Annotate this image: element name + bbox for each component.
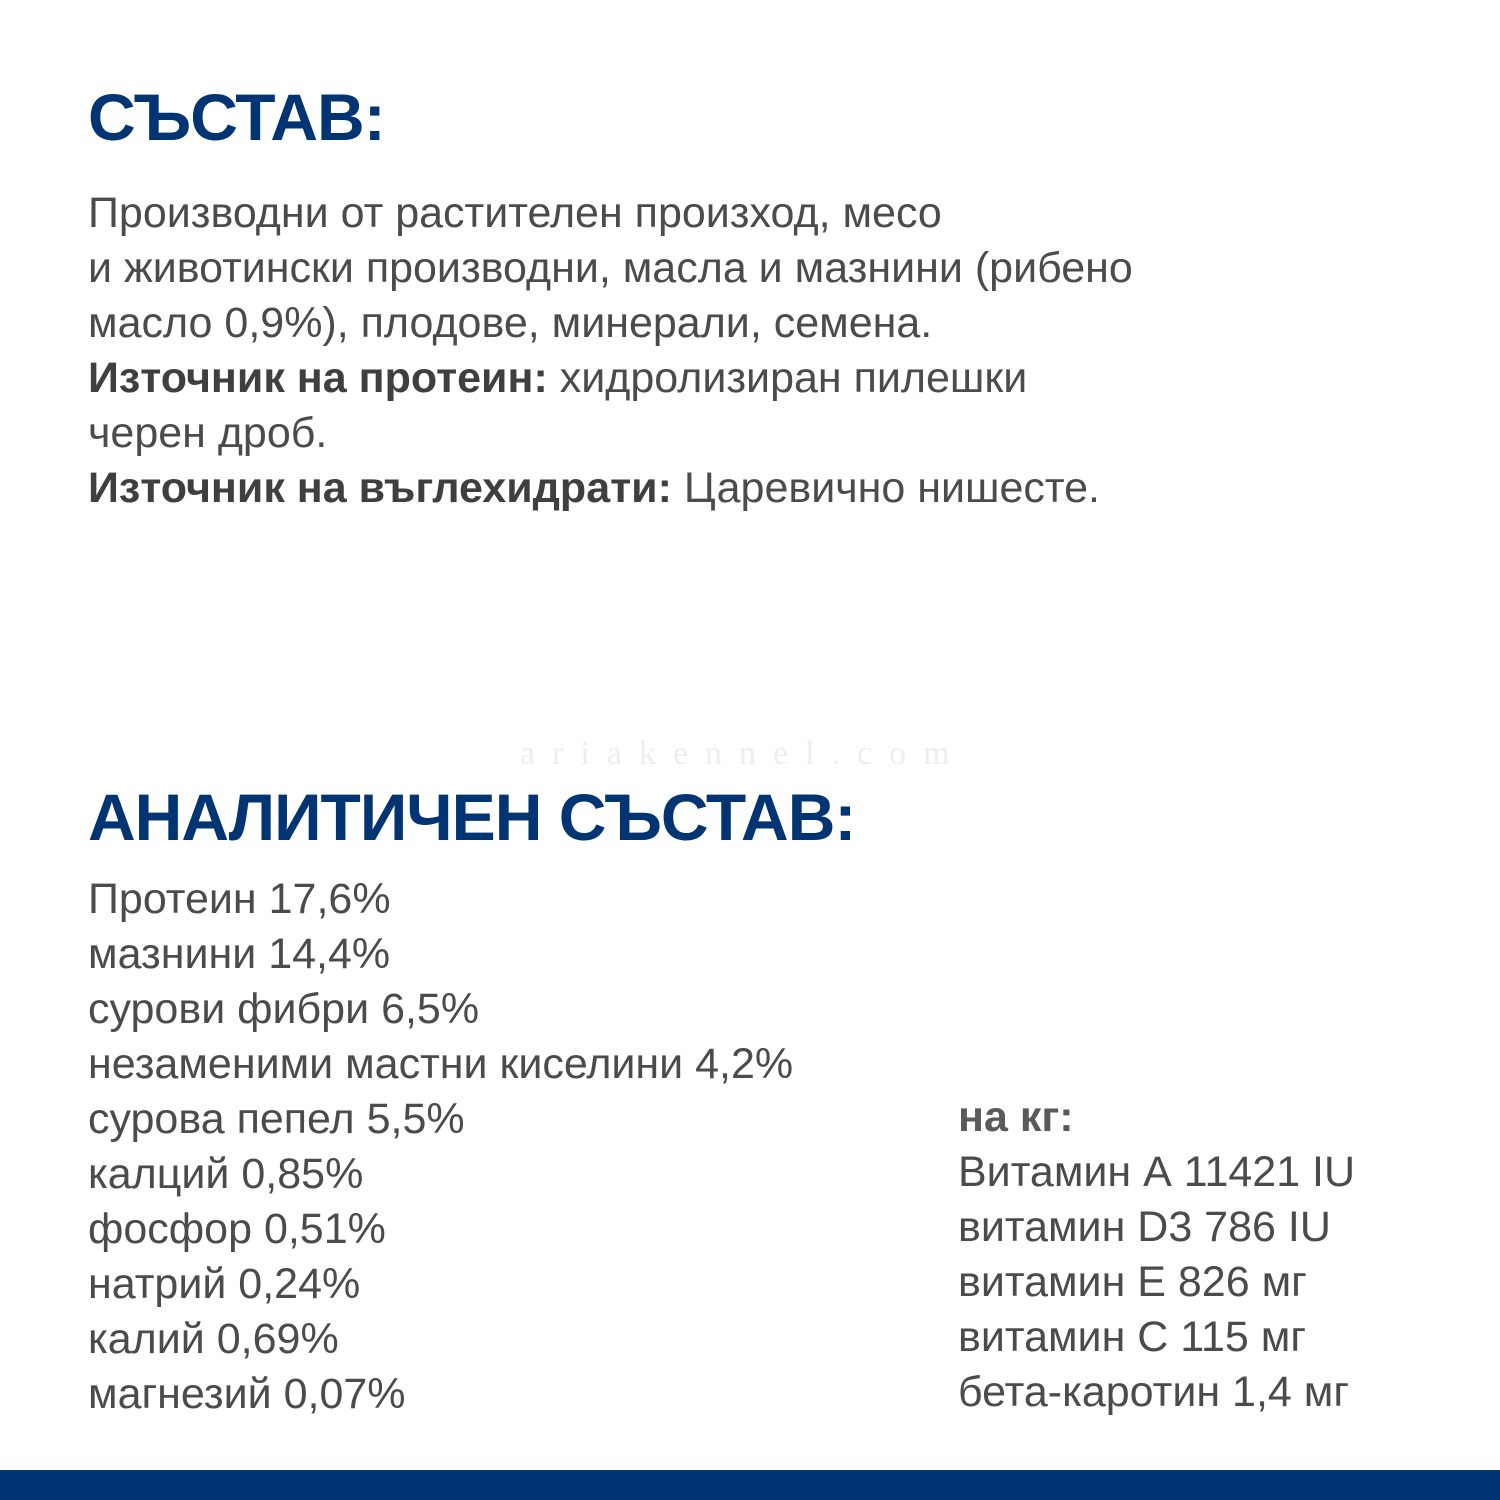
- footer-bar: [0, 1470, 1500, 1500]
- analytical-title: АНАЛИТИЧЕН СЪСТАВ:: [88, 780, 856, 854]
- per-kg-item: витамин Е 826 мг: [958, 1258, 1307, 1306]
- protein-source-cont: черен дроб.: [88, 409, 328, 457]
- per-kg-item: Витамин А 11421 IU: [958, 1148, 1356, 1196]
- composition-line: Производни от растителен произход, месо: [88, 189, 942, 237]
- per-kg-list: на кг: Витамин А 11421 IU витамин D3 786…: [958, 1090, 1355, 1420]
- per-kg-item: бета-каротин 1,4 мг: [958, 1368, 1350, 1416]
- protein-source-label: Източник на протеин:: [88, 354, 548, 402]
- analytical-item: фосфор 0,51%: [88, 1205, 386, 1253]
- protein-source: Източник на протеин: хидролизиран пилешк…: [88, 351, 1133, 406]
- analytical-list: Протеин 17,6% мазнини 14,4% сурови фибри…: [88, 872, 793, 1422]
- analytical-item: сурови фибри 6,5%: [88, 985, 480, 1033]
- composition-text: Производни от растителен произход, месо …: [88, 186, 1133, 516]
- analytical-item: магнезий 0,07%: [88, 1370, 406, 1418]
- composition-title: СЪСТАВ:: [88, 80, 386, 154]
- protein-source-value: хидролизиран пилешки: [547, 354, 1028, 402]
- analytical-item: натрий 0,24%: [88, 1260, 361, 1308]
- watermark: ariakennel.com: [520, 735, 967, 772]
- analytical-item: мазнини 14,4%: [88, 930, 391, 978]
- carb-source-value: Царевично нишесте.: [671, 464, 1101, 512]
- per-kg-title: на кг:: [958, 1093, 1074, 1141]
- carb-source: Източник на въглехидрати: Царевично нише…: [88, 461, 1133, 516]
- per-kg-item: витамин D3 786 IU: [958, 1203, 1331, 1251]
- analytical-item: калий 0,69%: [88, 1315, 339, 1363]
- composition-line: и животински производни, масла и мазнини…: [88, 244, 1133, 292]
- analytical-item: незаменими мастни киселини 4,2%: [88, 1040, 794, 1088]
- carb-source-label: Източник на въглехидрати:: [88, 464, 672, 512]
- analytical-item: калций 0,85%: [88, 1150, 364, 1198]
- analytical-item: сурова пепел 5,5%: [88, 1095, 465, 1143]
- per-kg-item: витамин С 115 мг: [958, 1313, 1307, 1361]
- composition-line: масло 0,9%), плодове, минерали, семена.: [88, 299, 933, 347]
- analytical-item: Протеин 17,6%: [88, 875, 391, 923]
